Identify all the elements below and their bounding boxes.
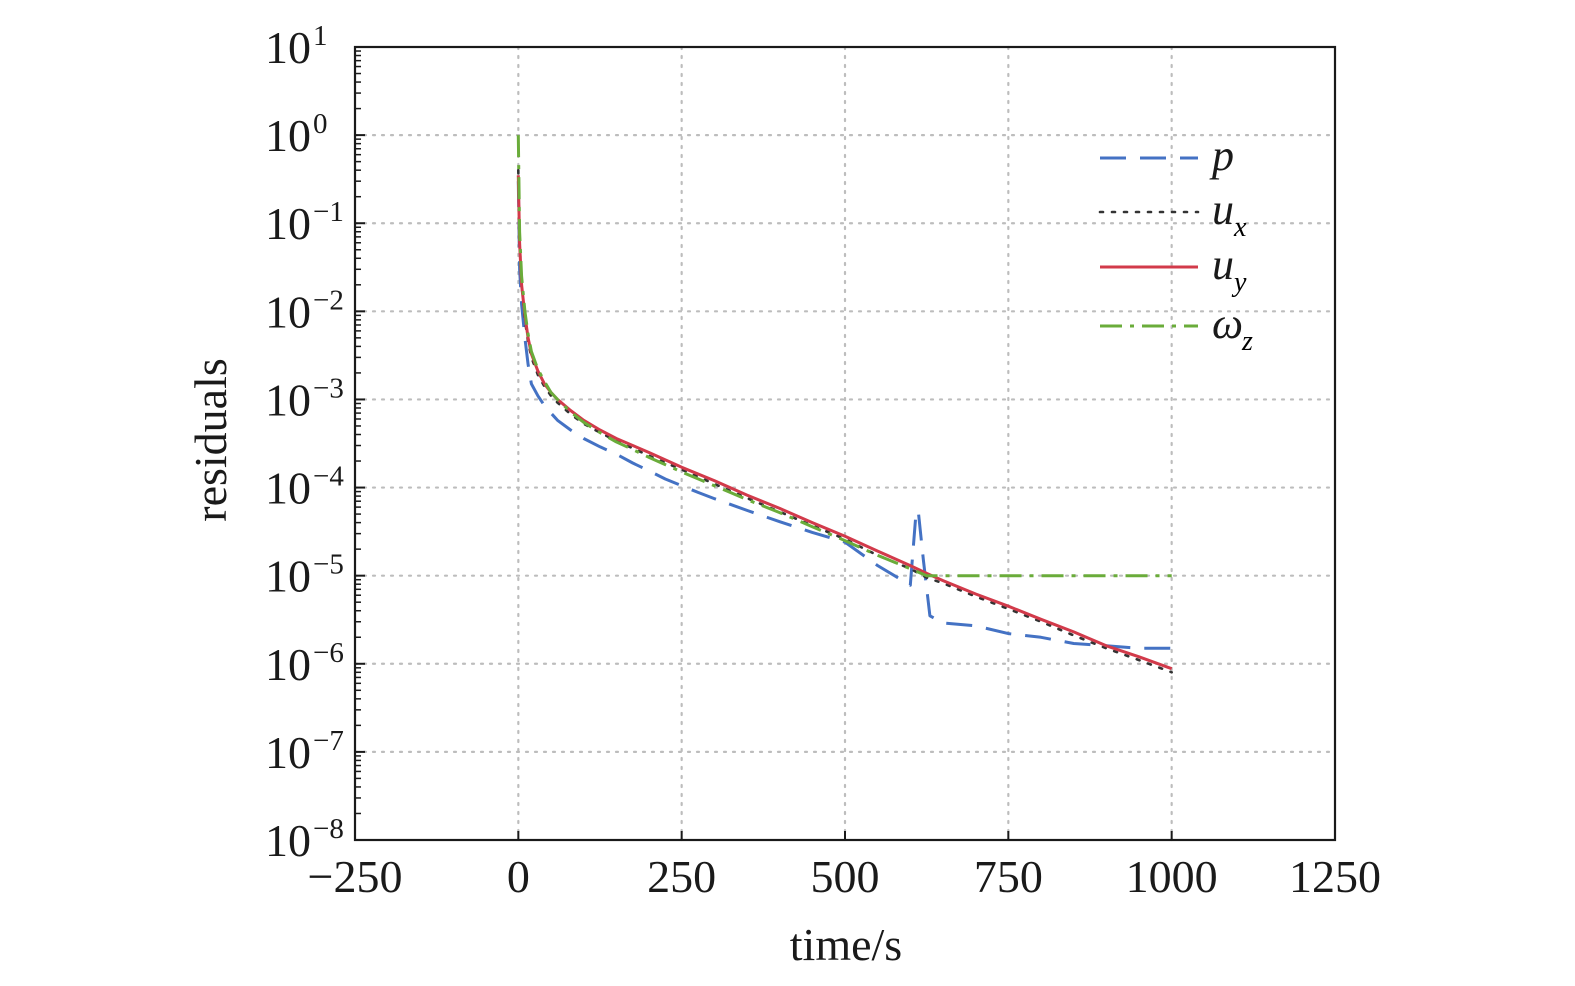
x-axis-title: time/s bbox=[790, 919, 902, 970]
y-tick-exponent: −1 bbox=[313, 196, 344, 228]
y-tick-base: 10 bbox=[265, 639, 311, 690]
y-tick-exponent: 0 bbox=[313, 108, 328, 140]
x-tick-label: 0 bbox=[507, 851, 530, 902]
y-tick-base: 10 bbox=[265, 551, 311, 602]
y-tick-label: 10 bbox=[265, 22, 311, 73]
x-tick-label: 1250 bbox=[1289, 851, 1381, 902]
y-tick-exponent: 1 bbox=[313, 20, 328, 52]
x-tick-label: 500 bbox=[811, 851, 880, 902]
x-tick-label: 750 bbox=[974, 851, 1043, 902]
y-tick-label: 10 bbox=[265, 463, 311, 514]
y-tick-base: 10 bbox=[265, 110, 311, 161]
y-tick-label: 10 bbox=[265, 286, 311, 337]
y-tick-exponent: −3 bbox=[313, 372, 344, 404]
x-tick-label: 250 bbox=[647, 851, 716, 902]
x-axis-ticks: −250 0 250 500 750 1000 1250 bbox=[308, 831, 1381, 902]
y-tick-base: 10 bbox=[265, 374, 311, 425]
y-tick-label: 10 bbox=[265, 110, 311, 161]
legend-label-p: p bbox=[1209, 131, 1234, 180]
y-tick-label: 10 bbox=[265, 639, 311, 690]
legend-subscript-u_y: y bbox=[1231, 267, 1247, 298]
y-tick-exponent: −8 bbox=[313, 813, 344, 845]
legend: pu xu yωz bbox=[1098, 131, 1253, 357]
series-lines bbox=[516, 135, 1173, 674]
x-tick-label: 1000 bbox=[1126, 851, 1218, 902]
legend-label-u_x: u bbox=[1212, 185, 1234, 234]
y-tick-base: 10 bbox=[265, 815, 311, 866]
legend-label-omega_z: ω bbox=[1212, 299, 1243, 348]
legend-subscript-u_x: x bbox=[1233, 212, 1247, 243]
y-tick-base: 10 bbox=[265, 463, 311, 514]
x-tick-label: −250 bbox=[308, 851, 403, 902]
y-tick-label: 10 bbox=[265, 551, 311, 602]
series-line-p bbox=[516, 181, 1172, 650]
legend-label-u_y: u bbox=[1212, 240, 1234, 289]
y-tick-exponent: −7 bbox=[313, 725, 344, 757]
y-tick-label: 10 bbox=[265, 198, 311, 249]
y-tick-label: 10 bbox=[265, 727, 311, 778]
series-line-omega_z bbox=[516, 135, 1172, 578]
y-tick-exponent: −5 bbox=[313, 549, 344, 581]
legend-subscript-omega_z: z bbox=[1241, 326, 1253, 357]
y-axis-title: residuals bbox=[185, 358, 236, 522]
y-tick-base: 10 bbox=[265, 286, 311, 337]
y-tick-label: 10 bbox=[265, 815, 311, 866]
y-tick-base: 10 bbox=[265, 727, 311, 778]
y-tick-base: 10 bbox=[265, 22, 311, 73]
y-tick-exponent: −2 bbox=[313, 284, 344, 316]
y-tick-label: 10 bbox=[265, 374, 311, 425]
y-tick-exponent: −4 bbox=[313, 461, 344, 493]
y-tick-exponent: −6 bbox=[313, 637, 344, 669]
y-tick-base: 10 bbox=[265, 198, 311, 249]
